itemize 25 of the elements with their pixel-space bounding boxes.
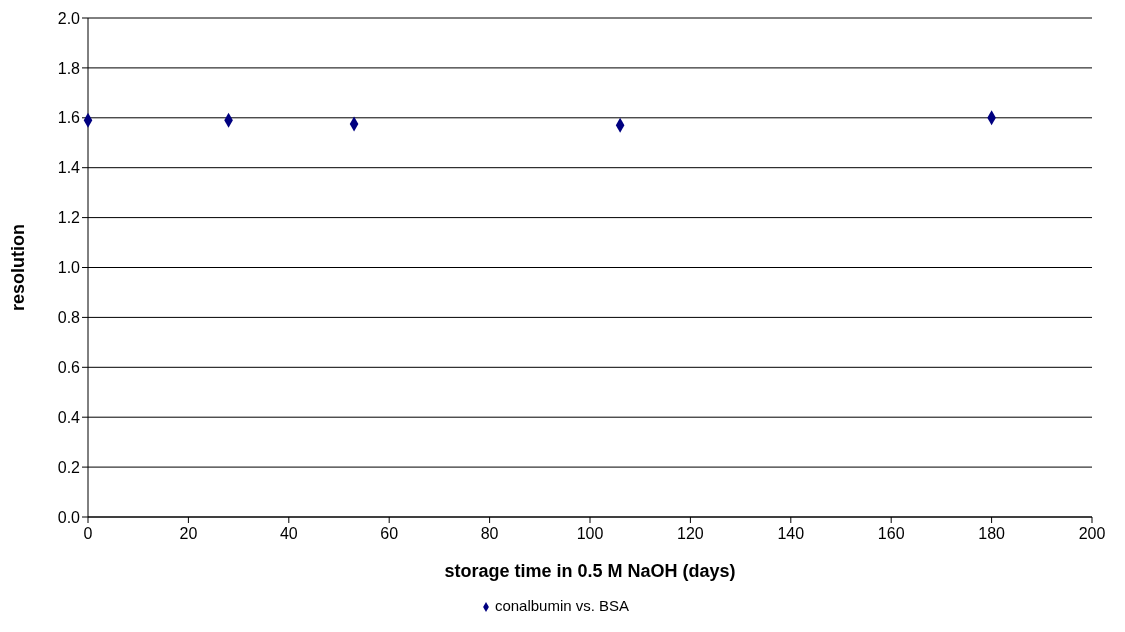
y-tick-label: 0.2 — [57, 458, 81, 476]
x-tick-label: 0 — [83, 525, 93, 542]
y-tick-label: 1.2 — [57, 209, 81, 227]
x-tick-label: 120 — [677, 525, 704, 542]
y-tick-label: 0.0 — [57, 508, 81, 526]
x-tick-label: 200 — [1078, 525, 1106, 542]
x-tick-label: 40 — [279, 525, 298, 542]
x-tick-label: 140 — [777, 525, 805, 542]
y-tick-label: 0.8 — [57, 309, 81, 327]
y-tick-label: 1.8 — [57, 59, 81, 77]
x-tick-label: 180 — [978, 525, 1006, 542]
x-tick-label: 80 — [480, 525, 499, 542]
y-tick-label: 0.4 — [57, 408, 81, 426]
x-tick-label: 60 — [380, 525, 399, 542]
x-tick-label: 20 — [179, 525, 198, 542]
x-tick-label: 160 — [877, 525, 905, 542]
legend-label: conalbumin vs. BSA — [494, 597, 630, 614]
y-tick-label: 1.6 — [57, 109, 81, 127]
y-tick-label: 0.6 — [57, 358, 81, 376]
x-axis-title: storage time in 0.5 M NaOH (days) — [444, 561, 736, 581]
y-axis-title: resolution — [8, 223, 29, 312]
y-tick-label: 1.4 — [57, 159, 81, 177]
y-tick-label: 1.0 — [57, 259, 81, 277]
x-tick-label: 100 — [576, 525, 604, 542]
y-tick-label: 2.0 — [57, 9, 81, 27]
